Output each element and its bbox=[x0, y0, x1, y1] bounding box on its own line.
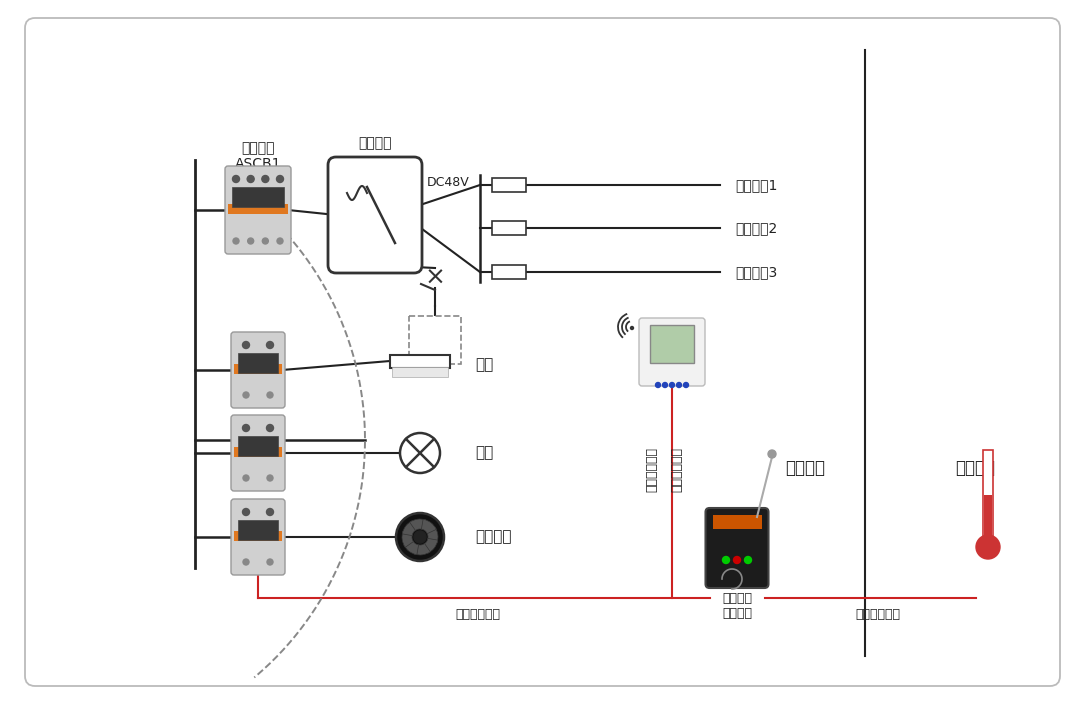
Circle shape bbox=[247, 176, 254, 183]
Circle shape bbox=[243, 475, 248, 481]
Bar bbox=[492, 265, 526, 279]
Wedge shape bbox=[404, 541, 419, 555]
Text: 获取室内温度: 获取室内温度 bbox=[646, 447, 659, 493]
Circle shape bbox=[733, 557, 740, 564]
Bar bbox=[392, 367, 448, 377]
Text: 通讯设切2: 通讯设切2 bbox=[735, 221, 777, 235]
FancyBboxPatch shape bbox=[231, 415, 285, 491]
Circle shape bbox=[243, 508, 250, 515]
Text: 数据采集
逻辑判断: 数据采集 逻辑判断 bbox=[722, 592, 752, 620]
Wedge shape bbox=[423, 538, 437, 553]
Circle shape bbox=[261, 176, 269, 183]
Circle shape bbox=[655, 383, 661, 388]
Bar bbox=[713, 515, 762, 529]
Bar bbox=[492, 178, 526, 192]
Wedge shape bbox=[413, 543, 431, 555]
FancyBboxPatch shape bbox=[639, 318, 705, 386]
Circle shape bbox=[243, 425, 250, 432]
Wedge shape bbox=[421, 519, 436, 534]
Bar bbox=[228, 204, 288, 214]
Circle shape bbox=[400, 433, 441, 473]
Circle shape bbox=[232, 176, 240, 183]
Circle shape bbox=[263, 238, 268, 244]
Text: ||: || bbox=[385, 216, 398, 234]
Text: 开关电源: 开关电源 bbox=[358, 136, 392, 150]
FancyBboxPatch shape bbox=[328, 157, 422, 273]
FancyBboxPatch shape bbox=[225, 166, 291, 254]
Circle shape bbox=[243, 559, 248, 565]
Bar bbox=[492, 221, 526, 235]
Text: ×: × bbox=[424, 266, 446, 290]
Bar bbox=[234, 531, 282, 541]
Circle shape bbox=[677, 383, 681, 388]
Wedge shape bbox=[403, 531, 413, 548]
Circle shape bbox=[744, 557, 752, 564]
Circle shape bbox=[723, 557, 729, 564]
Wedge shape bbox=[426, 526, 438, 543]
Circle shape bbox=[396, 513, 444, 561]
Circle shape bbox=[277, 176, 283, 183]
Circle shape bbox=[233, 238, 239, 244]
Bar bbox=[238, 436, 278, 456]
Circle shape bbox=[243, 392, 248, 398]
Circle shape bbox=[663, 383, 667, 388]
Text: DC48V: DC48V bbox=[427, 176, 470, 190]
FancyBboxPatch shape bbox=[231, 499, 285, 575]
Circle shape bbox=[243, 341, 250, 348]
Circle shape bbox=[267, 425, 273, 432]
Bar bbox=[983, 450, 993, 542]
Wedge shape bbox=[410, 519, 426, 531]
Bar bbox=[984, 495, 992, 543]
Circle shape bbox=[267, 508, 273, 515]
FancyBboxPatch shape bbox=[25, 18, 1060, 686]
Text: 智慧微断: 智慧微断 bbox=[241, 141, 275, 155]
Text: 基站外部: 基站外部 bbox=[955, 459, 995, 477]
Circle shape bbox=[247, 238, 254, 244]
Text: 通讯设切3: 通讯设切3 bbox=[735, 265, 777, 279]
Circle shape bbox=[277, 238, 283, 244]
Bar bbox=[650, 325, 694, 363]
Bar bbox=[234, 447, 282, 457]
Circle shape bbox=[669, 383, 675, 388]
Circle shape bbox=[684, 383, 689, 388]
Wedge shape bbox=[403, 521, 417, 536]
Text: 通讯设切1: 通讯设切1 bbox=[735, 178, 777, 192]
Bar bbox=[409, 316, 461, 364]
Text: 基站内部: 基站内部 bbox=[786, 459, 825, 477]
Text: 新风风机: 新风风机 bbox=[475, 529, 511, 545]
FancyBboxPatch shape bbox=[231, 332, 285, 408]
Circle shape bbox=[267, 341, 273, 348]
Text: 照明: 照明 bbox=[475, 446, 494, 461]
Circle shape bbox=[267, 559, 273, 565]
Text: 25.3℃: 25.3℃ bbox=[653, 335, 691, 345]
Bar bbox=[232, 187, 284, 207]
Circle shape bbox=[768, 450, 776, 458]
FancyBboxPatch shape bbox=[705, 508, 768, 588]
Text: 34.5‰: 34.5‰ bbox=[652, 351, 692, 361]
Bar bbox=[234, 364, 282, 374]
Bar bbox=[390, 355, 450, 368]
Circle shape bbox=[267, 475, 273, 481]
Text: ASCB1: ASCB1 bbox=[234, 157, 281, 171]
Circle shape bbox=[976, 535, 1000, 559]
Circle shape bbox=[267, 392, 273, 398]
Text: 获取室外温度: 获取室外温度 bbox=[855, 607, 899, 621]
Bar bbox=[238, 520, 278, 540]
Bar bbox=[238, 353, 278, 373]
Text: 风机控制启停: 风机控制启停 bbox=[455, 607, 500, 621]
Text: 控制空调运行: 控制空调运行 bbox=[671, 447, 684, 493]
Circle shape bbox=[414, 531, 426, 543]
Circle shape bbox=[630, 326, 634, 329]
Text: 空调: 空调 bbox=[475, 357, 494, 373]
